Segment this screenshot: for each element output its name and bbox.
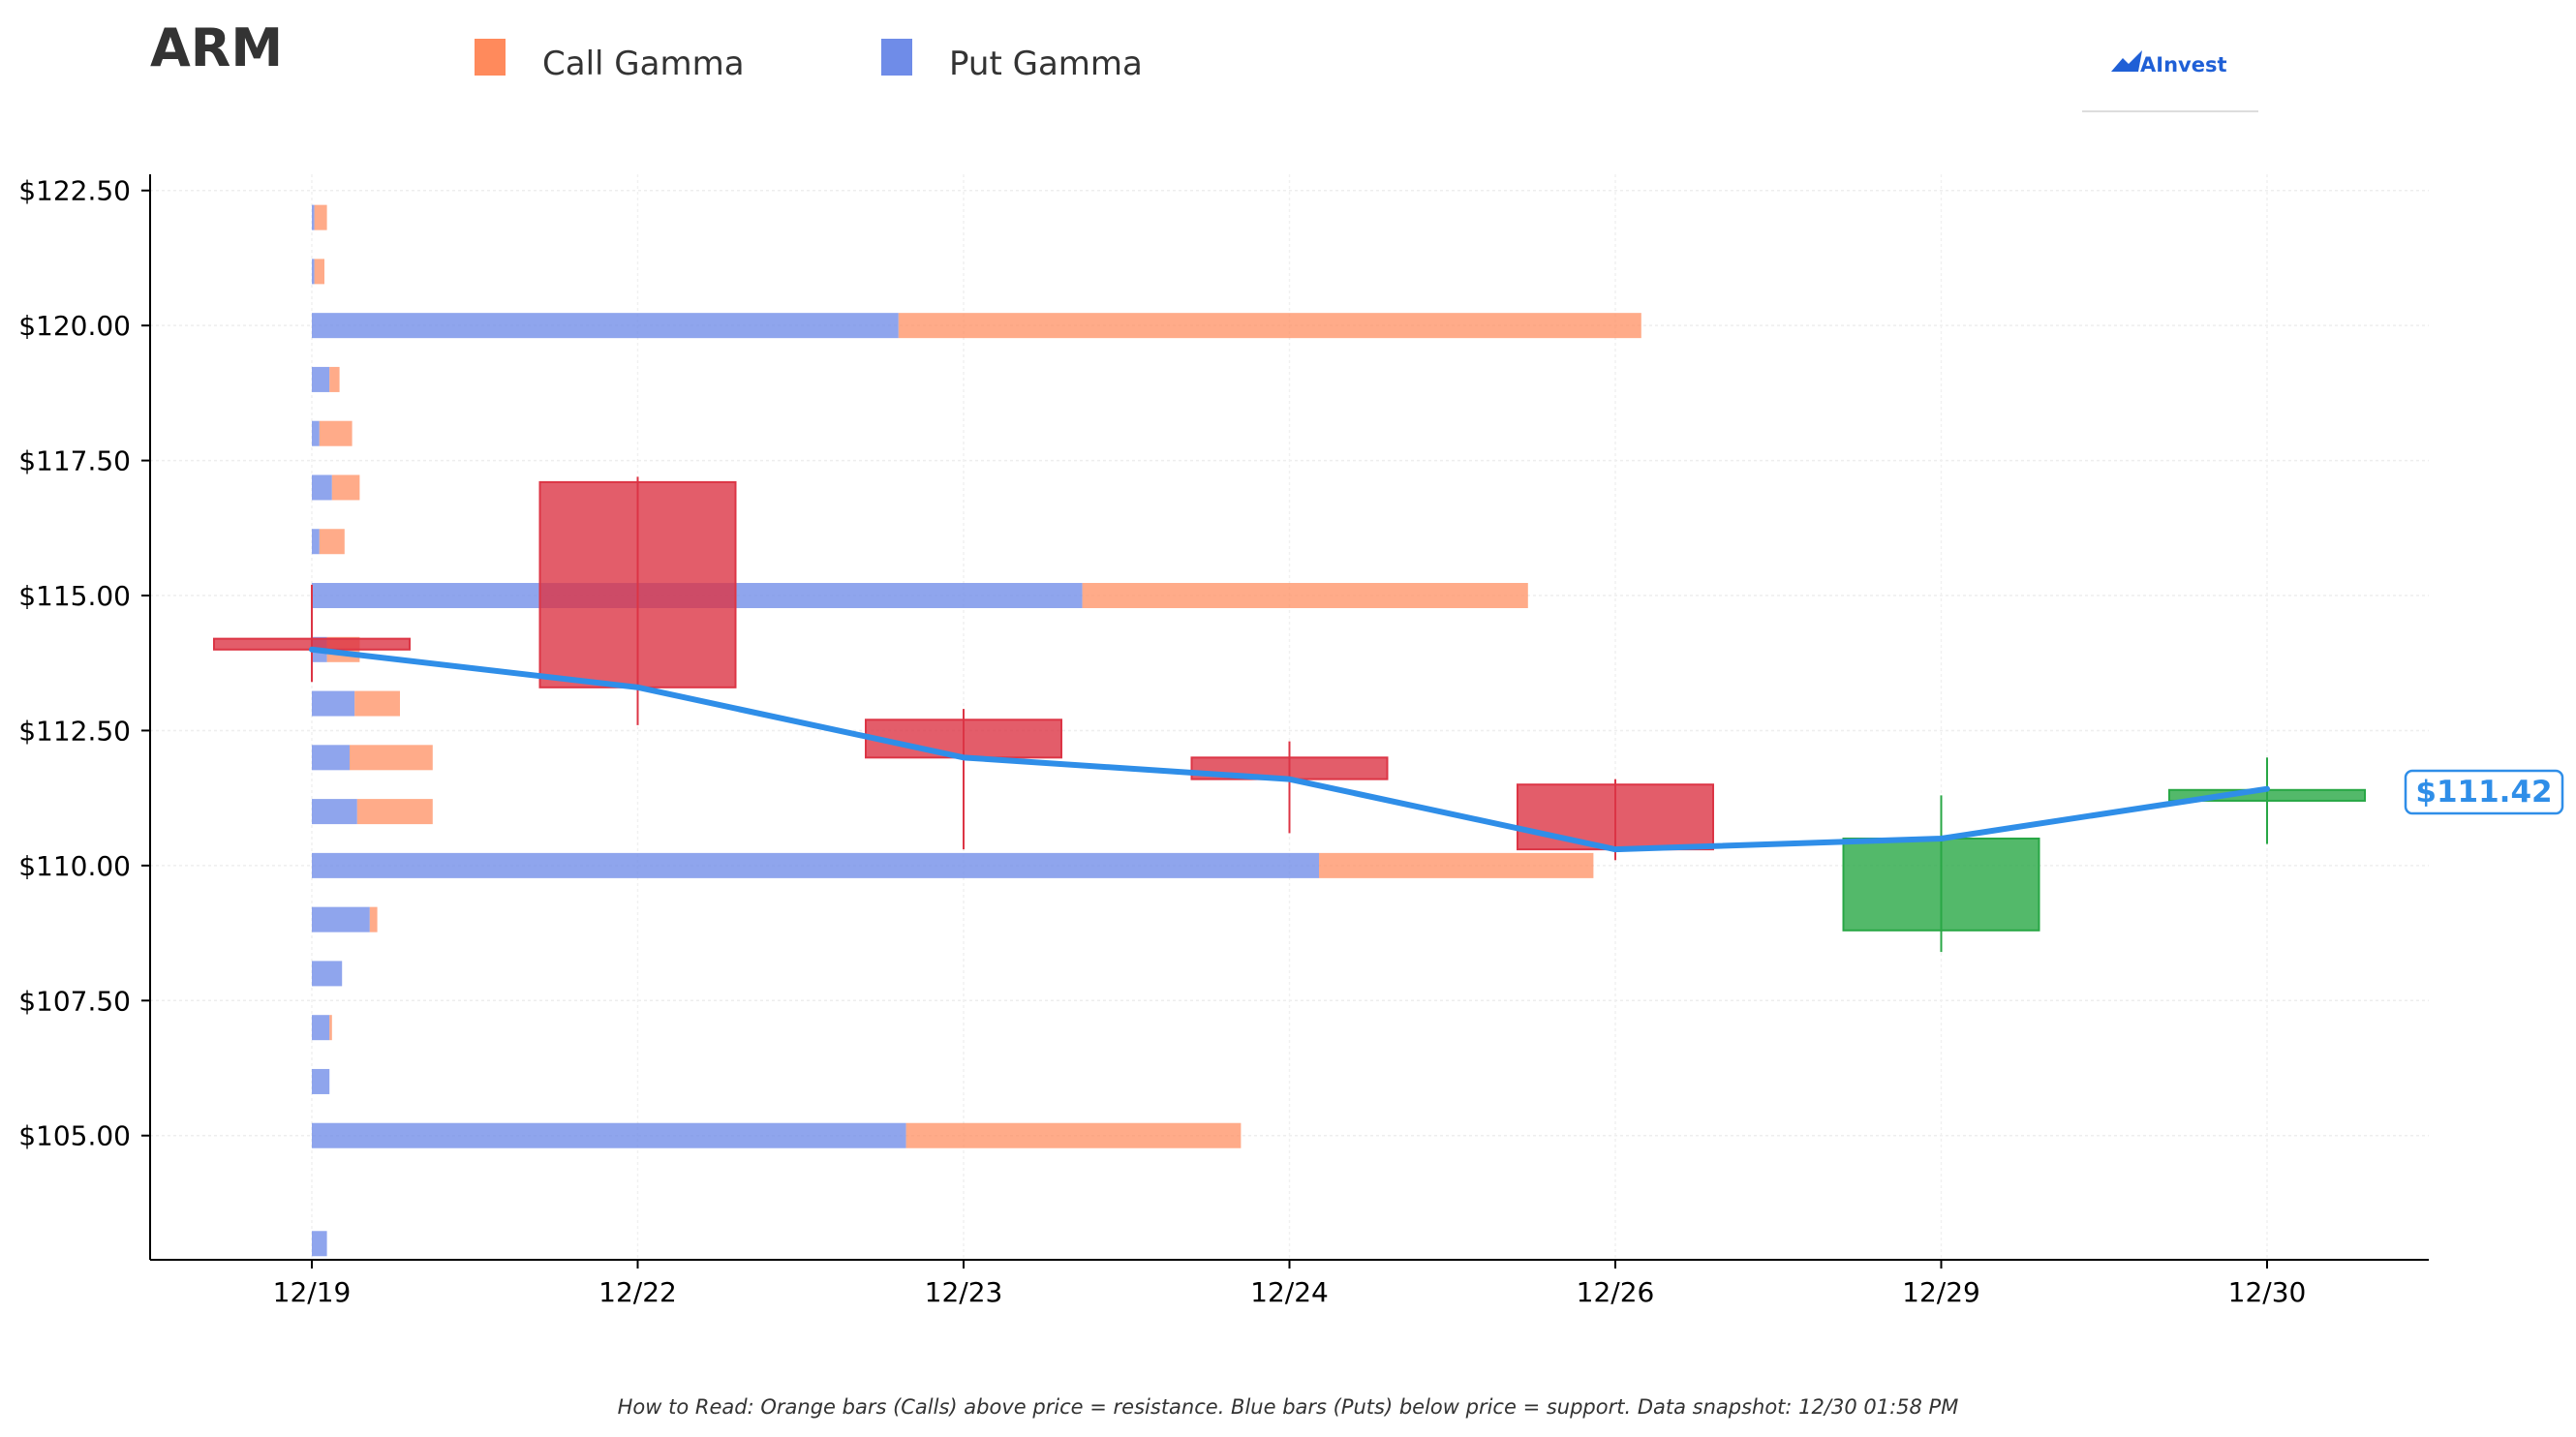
current-price-badge: $111.42 <box>2404 769 2564 815</box>
current-price-label: $111.42 <box>2415 775 2552 810</box>
put-gamma-bar <box>312 1068 330 1094</box>
call-gamma-bar <box>1319 852 1594 878</box>
put-gamma-bar <box>312 852 1319 878</box>
put-gamma-bar <box>312 1015 330 1041</box>
brand-chart-icon <box>2111 50 2142 72</box>
x-tick-label: 12/29 <box>1902 1276 1980 1308</box>
call-gamma-bar <box>898 313 1641 339</box>
put-gamma-bar <box>312 529 320 555</box>
put-gamma-bar <box>312 1231 327 1257</box>
ticker-title: ARM <box>150 17 283 78</box>
call-gamma-bar <box>350 745 433 771</box>
call-gamma-legend-label: Call Gamma <box>542 45 745 83</box>
x-tick-label: 12/22 <box>598 1276 677 1308</box>
x-tick-label: 12/19 <box>273 1276 352 1308</box>
y-tick-label: $122.50 <box>18 175 131 207</box>
put-gamma-bar <box>312 906 370 933</box>
gamma-bars <box>312 204 1641 1257</box>
put-gamma-bar <box>312 259 315 285</box>
how-to-read-footnote: How to Read: Orange bars (Calls) above p… <box>618 1395 1959 1419</box>
price-line-layer <box>309 646 2270 853</box>
current-price-badge-box <box>2404 769 2564 815</box>
x-tick-label: 12/26 <box>1577 1276 1655 1308</box>
call-gamma-bar <box>356 799 433 825</box>
call-gamma-bar <box>1082 583 1528 609</box>
candle-body <box>1517 783 1714 851</box>
put-gamma-bar <box>312 420 320 446</box>
legend: Call Gamma Put Gamma <box>475 39 1143 83</box>
put-gamma-legend-label: Put Gamma <box>949 45 1143 83</box>
y-tick-label: $107.50 <box>18 985 131 1017</box>
put-gamma-bar <box>312 366 330 392</box>
price-line <box>309 646 2270 853</box>
x-tick-label: 12/23 <box>925 1276 1003 1308</box>
put-gamma-bar <box>312 961 343 987</box>
x-tick-label: 12/24 <box>1250 1276 1329 1308</box>
put-gamma-bar <box>312 1122 906 1148</box>
put-gamma-bar <box>312 313 899 339</box>
call-gamma-bar <box>329 366 340 392</box>
y-tick-label: $115.00 <box>18 580 131 612</box>
call-gamma-legend-swatch <box>475 39 506 76</box>
brand-logo: AInvest <box>2082 50 2258 112</box>
x-tick-label: 12/30 <box>2228 1276 2307 1308</box>
brand-name: AInvest <box>2140 53 2227 76</box>
call-gamma-bar <box>354 690 400 717</box>
put-gamma-legend-swatch <box>881 39 912 76</box>
put-gamma-bar <box>312 799 357 825</box>
y-tick-label: $112.50 <box>18 715 131 747</box>
candle-body <box>1842 837 2040 932</box>
put-gamma-bar <box>312 204 315 230</box>
candle-body <box>538 480 737 688</box>
call-gamma-bar <box>314 259 324 285</box>
axis-labels: $105.00 $107.50 $110.00 $112.50 $115.00 $117.… <box>18 175 2306 1308</box>
call-gamma-bar <box>369 906 378 933</box>
put-gamma-bar <box>312 690 355 717</box>
put-gamma-bar <box>312 474 332 501</box>
call-gamma-bar <box>329 1015 332 1041</box>
call-gamma-bar <box>905 1122 1242 1148</box>
candle-body <box>865 718 1062 759</box>
y-tick-label: $117.50 <box>18 445 131 477</box>
y-tick-label: $105.00 <box>18 1120 131 1152</box>
call-gamma-bar <box>331 474 360 501</box>
call-gamma-bar <box>319 529 345 555</box>
candles <box>213 476 2366 953</box>
call-gamma-bar <box>319 420 353 446</box>
y-tick-label: $110.00 <box>18 850 131 882</box>
y-tick-label: $120.00 <box>18 310 131 342</box>
put-gamma-bar <box>312 745 350 771</box>
call-gamma-bar <box>314 204 327 230</box>
